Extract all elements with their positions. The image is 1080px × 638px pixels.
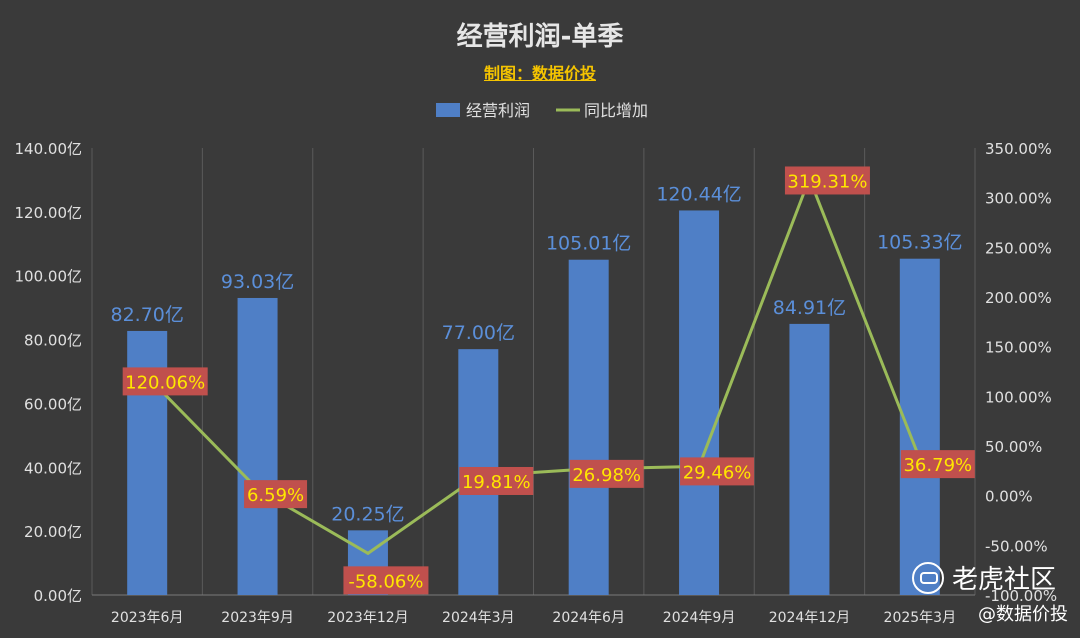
watermark: 老虎社区 — [911, 559, 1056, 596]
y-right-tick-label: 100.00% — [985, 388, 1052, 406]
legend-label-bar: 经营利润 — [466, 101, 530, 120]
y-left-tick-label: 60.00亿 — [24, 395, 82, 413]
bar-mark — [237, 297, 278, 595]
x-tick-label: 2024年12月 — [769, 610, 850, 626]
pct-label-box — [244, 480, 308, 509]
bar-value-label: 20.25亿 — [331, 503, 404, 525]
y-left-tick-label: 0.00亿 — [34, 587, 82, 605]
pct-label-box — [680, 457, 755, 486]
y-left-tick-label: 140.00亿 — [15, 140, 83, 158]
pct-value-label: 6.59% — [247, 485, 304, 506]
bar-value-label: 105.01亿 — [546, 233, 631, 255]
pct-value-label: -58.06% — [348, 571, 423, 592]
bar-value-label: 105.33亿 — [877, 232, 962, 254]
bar-value-label: 82.70亿 — [110, 304, 183, 326]
bar-value-label: 84.91亿 — [773, 297, 846, 319]
y-left-tick-label: 20.00亿 — [24, 523, 82, 541]
pct-label-box — [122, 367, 208, 396]
chart-title: 经营利润-单季 — [456, 22, 624, 52]
x-tick-label: 2023年12月 — [327, 610, 408, 626]
pct-value-label: 26.98% — [572, 465, 641, 486]
bar-mark — [679, 210, 720, 596]
bar-value-label: 120.44亿 — [656, 183, 741, 205]
x-tick-label: 2024年6月 — [552, 610, 625, 626]
pct-label-box — [900, 450, 975, 479]
legend-label-line: 同比增加 — [584, 101, 648, 120]
chart-subtitle: 制图：数据价投 — [483, 64, 596, 83]
x-tick-label: 2025年3月 — [884, 610, 957, 626]
y-right-tick-label: 250.00% — [985, 239, 1052, 257]
x-tick-label: 2024年9月 — [663, 610, 736, 626]
y-right-tick-label: 200.00% — [985, 289, 1052, 307]
bar-value-label: 93.03亿 — [221, 271, 294, 293]
x-tick-label: 2024年3月 — [442, 610, 515, 626]
y-right-tick-label: 350.00% — [985, 140, 1052, 158]
y-right-tick-label: 0.00% — [985, 488, 1033, 506]
pct-value-label: 319.31% — [787, 171, 867, 192]
y-left-tick-label: 40.00亿 — [24, 459, 82, 477]
y-left-tick-label: 80.00亿 — [24, 332, 82, 350]
pct-label-box — [343, 566, 429, 595]
line-point — [366, 551, 370, 555]
pct-value-label: 120.06% — [125, 372, 205, 393]
bar-mark — [568, 259, 609, 595]
y-right-tick-label: -100.00% — [985, 587, 1057, 605]
y-right-tick-label: 150.00% — [985, 339, 1052, 357]
bar-value-label: 77.00亿 — [442, 322, 515, 344]
pct-value-label: 29.46% — [683, 462, 752, 483]
y-right-tick-label: 300.00% — [985, 190, 1052, 208]
credit-text: @数据价投 — [978, 604, 1068, 625]
pct-label-box — [784, 166, 870, 195]
tiger-logo-icon — [911, 561, 944, 594]
y-right-tick-label: -50.00% — [985, 537, 1048, 555]
legend-swatch-bar — [436, 103, 460, 117]
bar-mark — [789, 323, 830, 595]
y-left-tick-label: 120.00亿 — [15, 204, 83, 222]
y-left-tick-label: 100.00亿 — [15, 268, 83, 286]
pct-value-label: 19.81% — [462, 472, 531, 493]
x-tick-label: 2023年6月 — [111, 610, 184, 626]
pct-label-box — [569, 459, 644, 488]
y-right-tick-label: 50.00% — [985, 438, 1042, 456]
pct-value-label: 36.79% — [903, 455, 972, 476]
x-tick-label: 2023年9月 — [221, 610, 294, 626]
watermark-text: 老虎社区 — [951, 565, 1056, 595]
pct-label-box — [459, 466, 534, 495]
